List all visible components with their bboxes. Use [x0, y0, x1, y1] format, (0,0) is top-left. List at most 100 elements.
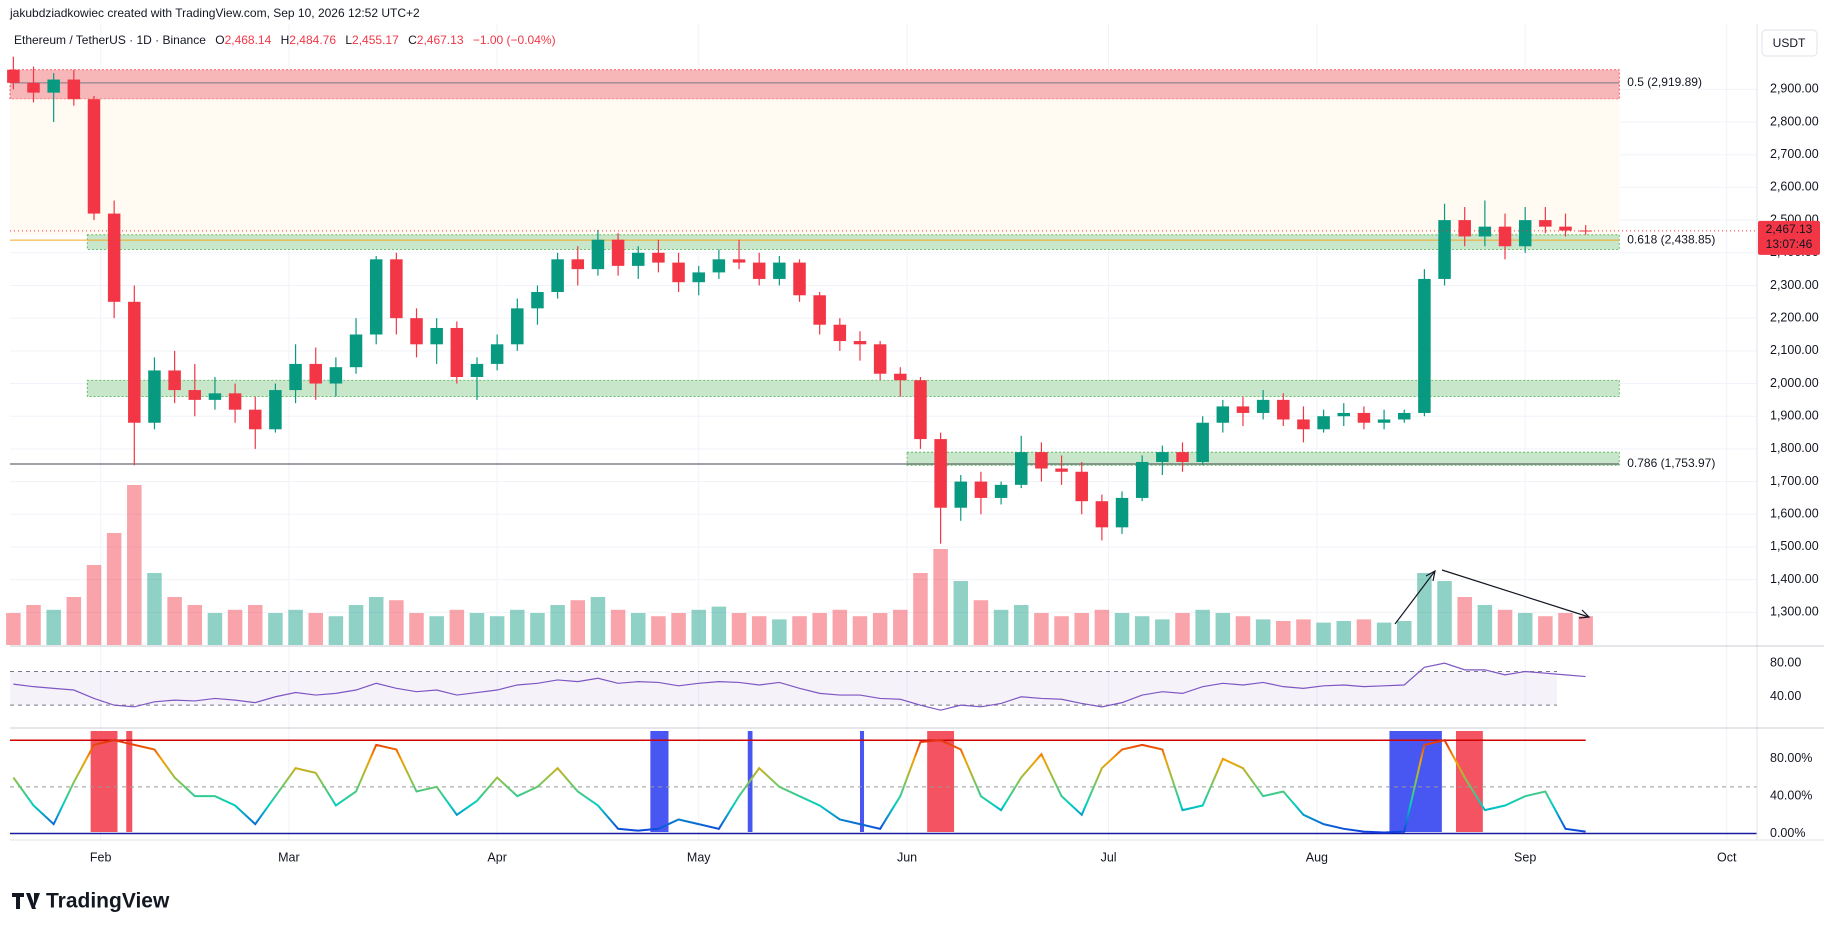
- currency-box[interactable]: [1761, 29, 1818, 57]
- x-tick-label: Jul: [1101, 850, 1117, 864]
- candle-body: [87, 99, 101, 214]
- oversold-zone: [650, 731, 669, 832]
- rsi-band: [10, 671, 1557, 706]
- volume-bar: [227, 609, 243, 645]
- arrow-head: [1425, 569, 1436, 582]
- symbol-legend: Ethereum / TetherUS · 1D · Binance O2,46…: [14, 33, 556, 47]
- volume-bar: [429, 616, 444, 645]
- ohlc-value: 2,467.13: [417, 33, 464, 47]
- candle-body: [1317, 416, 1330, 430]
- overbought-zone: [126, 731, 133, 832]
- volume-bar: [1316, 622, 1331, 645]
- stoch-line: [12, 739, 1586, 834]
- x-tick-label: Apr: [487, 850, 506, 864]
- volume-bar: [772, 619, 787, 645]
- candle-body: [551, 259, 564, 293]
- y-tick-label: 2,300.00: [1770, 278, 1819, 292]
- candle-body: [1277, 399, 1290, 420]
- volume-bar: [1175, 613, 1190, 645]
- overbought-zone: [927, 731, 955, 832]
- candle-body: [309, 363, 322, 384]
- volume-bar: [66, 597, 82, 645]
- volume-bar: [1477, 605, 1493, 645]
- candle-body: [934, 439, 947, 508]
- candle-body: [712, 259, 726, 273]
- volume-bar: [409, 613, 424, 645]
- candle-body: [369, 259, 383, 335]
- candle-body: [168, 370, 181, 391]
- currency[interactable]: USDT: [1773, 36, 1806, 50]
- volume-bar: [1558, 613, 1573, 645]
- candle-body: [672, 262, 685, 283]
- y-tick-label: 1,400.00: [1770, 572, 1819, 586]
- volume-bar: [691, 609, 706, 645]
- candle-body: [410, 318, 423, 345]
- volume-bar: [1517, 613, 1533, 645]
- volume-bar: [1578, 616, 1593, 645]
- stoch-tick-label: 0.00%: [1770, 826, 1805, 840]
- logo-text[interactable]: TradingView: [46, 890, 170, 913]
- volume-bar: [449, 609, 465, 645]
- x-tick-label: May: [687, 850, 711, 864]
- candle-body: [430, 327, 443, 345]
- volume-bar: [247, 605, 263, 645]
- arrow-line: [1441, 569, 1590, 618]
- volume-bar: [368, 597, 384, 645]
- zone: [86, 379, 1620, 398]
- candle-body: [249, 409, 262, 430]
- volume-bar: [1215, 613, 1231, 645]
- candle-body: [148, 370, 161, 423]
- volume-bar: [389, 600, 404, 645]
- volume-bar: [348, 605, 364, 645]
- stoch-tick-label: 80.00%: [1770, 751, 1812, 765]
- candle-body: [1075, 471, 1088, 502]
- y-tick-label: 2,600.00: [1770, 180, 1819, 194]
- volume-bar: [1356, 619, 1372, 645]
- logo[interactable]: TradingView: [12, 890, 170, 913]
- candle-body: [1055, 468, 1068, 472]
- volume-bar: [993, 609, 1009, 645]
- volume-bar: [1235, 616, 1251, 645]
- volume-bar: [1437, 581, 1452, 645]
- volume-bar: [1013, 605, 1029, 645]
- volume-bar: [1074, 613, 1089, 645]
- candle-body: [450, 327, 464, 377]
- volume-bar: [610, 609, 626, 645]
- symbol: Ethereum / TetherUS · 1D · Binance: [14, 33, 206, 47]
- volume-bar: [530, 613, 545, 645]
- volume-bar: [1296, 619, 1311, 645]
- candle-body: [349, 334, 363, 368]
- candle-body: [1196, 422, 1209, 462]
- volume-bar: [1276, 621, 1291, 645]
- volume-bar: [792, 616, 807, 645]
- candle-body: [269, 390, 282, 430]
- y-tick-label: 2,200.00: [1770, 310, 1819, 324]
- volume-bar: [26, 605, 41, 645]
- volume-bar: [1457, 597, 1472, 645]
- candle-body: [611, 239, 625, 266]
- candle-body: [974, 481, 988, 498]
- y-tick-label: 2,900.00: [1770, 82, 1819, 96]
- volume-bar: [127, 485, 142, 645]
- overbought-zone: [90, 731, 118, 832]
- ohlc-value: 2,484.76: [289, 33, 336, 47]
- y-tick-label: 1,900.00: [1770, 409, 1819, 423]
- candle-body: [1579, 230, 1592, 232]
- candle-body: [1337, 412, 1351, 417]
- candle-body: [1438, 220, 1451, 279]
- candle-body: [853, 341, 867, 345]
- volume-bar: [1417, 573, 1432, 645]
- oversold-zone: [859, 731, 865, 832]
- x-tick-label: Jun: [897, 850, 917, 864]
- candle-body: [1035, 452, 1048, 469]
- volume-bar: [1376, 622, 1392, 645]
- zone: [9, 69, 1620, 100]
- candle-body: [591, 239, 605, 270]
- x-tick-label: Mar: [278, 850, 300, 864]
- logo-icon[interactable]: [12, 893, 40, 909]
- zone: [10, 99, 1620, 235]
- volume-bar: [852, 616, 868, 645]
- fib-label: 0.5 (2,919.89): [1627, 75, 1702, 89]
- volume-bar: [1034, 613, 1049, 645]
- candle-body: [1135, 461, 1149, 498]
